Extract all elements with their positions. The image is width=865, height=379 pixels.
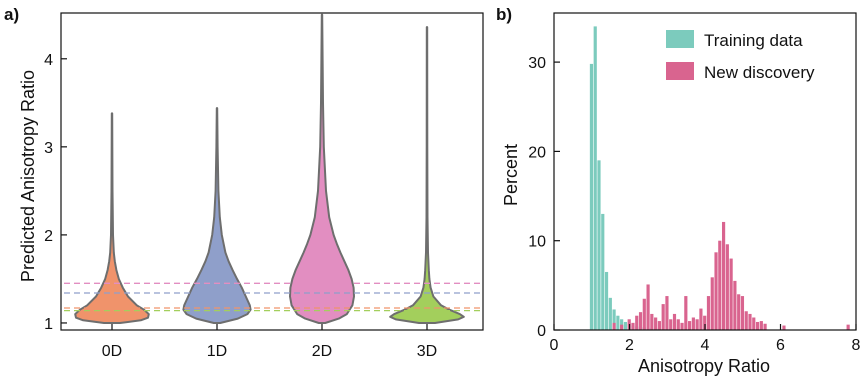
panel-a-frame [60, 12, 484, 331]
legend-swatch-new-discovery [666, 62, 694, 80]
histogram-bar-new-discovery [744, 311, 748, 330]
histogram-bars [589, 26, 850, 331]
histogram-bar-new-discovery [755, 321, 760, 330]
x-tick-label: 8 [852, 337, 861, 354]
y-tick-label: 30 [528, 55, 546, 72]
histogram-bar-new-discovery [729, 258, 733, 330]
panel-a-axes [60, 12, 484, 331]
x-tick-label: 4 [701, 337, 710, 354]
y-tick-label: 4 [44, 52, 53, 69]
histogram-bar-new-discovery [737, 294, 741, 330]
y-tick-label: 0 [537, 323, 546, 340]
histogram-bar-new-discovery [846, 324, 850, 330]
histogram-bar-new-discovery [695, 319, 699, 330]
y-tick-label: 10 [528, 234, 546, 251]
histogram-bar-new-discovery [672, 313, 677, 330]
histogram-bar-new-discovery [680, 322, 684, 330]
panel-a-y-ticks: 1 2 3 4 [44, 52, 67, 333]
x-tick-label-2d: 2D [312, 343, 332, 360]
legend-swatch-training-data [666, 30, 694, 48]
histogram-bar-new-discovery [620, 324, 624, 330]
histogram-bar-training-data [612, 309, 616, 330]
legend: Training data New discovery [666, 30, 815, 82]
y-tick-label: 20 [528, 144, 546, 161]
histogram-bar-training-data [589, 63, 594, 331]
y-tick-label: 1 [44, 316, 53, 333]
histogram-bar-new-discovery [740, 296, 745, 330]
histogram-bar-new-discovery [748, 313, 752, 330]
panel-b-x-axis-label: Anisotropy Ratio [638, 356, 770, 376]
histogram-bar-training-data [623, 321, 628, 330]
x-tick-label: 2 [625, 337, 634, 354]
histogram-bar-new-discovery [638, 312, 643, 330]
histogram-bar-new-discovery [714, 252, 718, 330]
histogram-bar-new-discovery [710, 277, 714, 330]
violin-1d [182, 107, 252, 324]
histogram-bar-new-discovery [642, 298, 646, 330]
x-tick-label-0d: 0D [102, 343, 122, 360]
panel-a-violin-chart: a) Predicted Anisotropy Ratio 1 2 3 4 0D 1D 2… [4, 5, 484, 360]
histogram-bar-new-discovery [688, 321, 692, 330]
histogram-bar-training-data [597, 160, 601, 330]
panel-b-y-ticks: 0 10 20 30 [528, 55, 560, 340]
histogram-bar-training-data [604, 271, 609, 330]
histogram-bar-new-discovery [665, 296, 669, 330]
panel-b-y-axis-label: Percent [501, 144, 521, 206]
panel-b-x-ticks: 0 2 4 6 8 [550, 324, 861, 354]
histogram-bar-training-data [593, 26, 597, 330]
histogram-bar-new-discovery [759, 321, 763, 330]
x-tick-label: 6 [776, 337, 785, 354]
violin-3d [389, 26, 465, 324]
histogram-bar-new-discovery [706, 296, 711, 330]
histogram-bar-training-data [608, 297, 612, 330]
histogram-bar-new-discovery [725, 244, 729, 330]
violin-group [74, 13, 465, 324]
histogram-bar-new-discovery [733, 280, 737, 330]
legend-label-new-discovery: New discovery [704, 63, 815, 82]
y-tick-label: 3 [44, 140, 53, 157]
histogram-bar-new-discovery [669, 319, 673, 330]
histogram-bar-new-discovery [650, 313, 654, 330]
violin-2d [289, 13, 355, 324]
histogram-bar-new-discovery [752, 317, 756, 330]
histogram-bar-new-discovery [654, 317, 658, 330]
violin-0d [74, 112, 150, 324]
histogram-bar-new-discovery [646, 284, 650, 330]
legend-label-training-data: Training data [704, 31, 803, 50]
histogram-bar-new-discovery [703, 315, 707, 330]
histogram-bar-training-data [616, 315, 620, 330]
panel-b-histogram: b) Percent Anisotropy Ratio 0 10 20 30 0 2 4 6… [496, 5, 861, 376]
histogram-bar-new-discovery [661, 304, 665, 330]
histogram-bar-new-discovery [612, 322, 616, 330]
panel-a-x-ticks: 0D 1D 2D 3D [102, 324, 437, 360]
histogram-bar-new-discovery [763, 323, 767, 330]
histogram-bar-new-discovery [782, 325, 786, 330]
histogram-bar-training-data [601, 213, 605, 330]
x-tick-label-1d: 1D [207, 343, 227, 360]
histogram-bar-new-discovery [721, 221, 726, 330]
panel-b-label: b) [496, 5, 512, 24]
panel-a-label: a) [4, 5, 19, 24]
histogram-bar-new-discovery [699, 308, 703, 330]
histogram-bar-new-discovery [691, 317, 695, 330]
panel-a-y-axis-label: Predicted Anisotropy Ratio [18, 70, 38, 282]
x-tick-label-3d: 3D [417, 343, 437, 360]
histogram-bar-new-discovery [631, 322, 635, 330]
histogram-bar-new-discovery [676, 319, 680, 330]
y-tick-label: 2 [44, 228, 53, 245]
histogram-bar-new-discovery [718, 240, 722, 330]
histogram-bar-new-discovery [657, 321, 661, 330]
x-tick-label: 0 [550, 337, 559, 354]
histogram-bar-new-discovery [684, 296, 688, 330]
histogram-bar-new-discovery [635, 315, 639, 330]
